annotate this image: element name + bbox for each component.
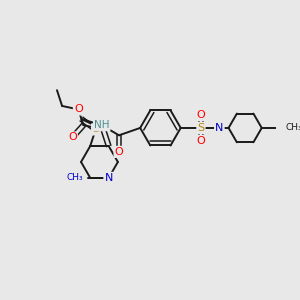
Text: S: S (92, 124, 99, 134)
Text: O: O (74, 104, 83, 114)
Text: CH₃: CH₃ (66, 173, 83, 182)
Text: O: O (68, 133, 77, 142)
Text: CH₃: CH₃ (286, 123, 300, 132)
Text: O: O (196, 110, 205, 120)
Text: O: O (115, 147, 123, 157)
Text: N: N (104, 173, 113, 183)
Text: O: O (196, 136, 205, 146)
Text: NH: NH (94, 120, 110, 130)
Text: N: N (215, 123, 224, 133)
Text: S: S (197, 123, 205, 133)
